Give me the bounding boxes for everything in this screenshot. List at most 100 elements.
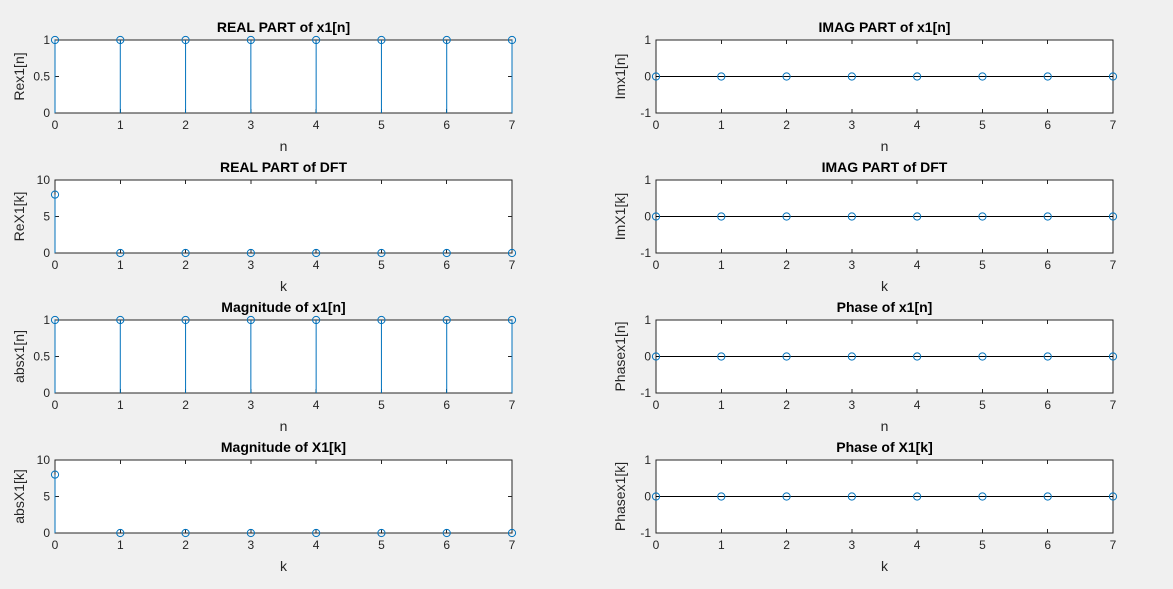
y-tick-label: 0 xyxy=(644,350,651,364)
x-tick-label: 5 xyxy=(378,118,385,132)
stem-marker xyxy=(312,315,321,325)
x-tick-label: 0 xyxy=(653,398,660,412)
stem-marker xyxy=(50,35,60,45)
x-tick-label: 0 xyxy=(653,118,660,132)
stem-marker xyxy=(507,528,517,538)
y-tick-label: 0 xyxy=(43,386,50,400)
stem-marker xyxy=(1043,72,1052,81)
axes-box xyxy=(54,179,513,254)
x-tick-label: 4 xyxy=(914,258,921,272)
x-tick-label: 0 xyxy=(52,398,59,412)
x-tick-label: 4 xyxy=(914,538,921,552)
y-tick-label: 1 xyxy=(644,173,651,187)
chart-title: REAL PART of DFT xyxy=(220,159,347,175)
x-tick-label: 2 xyxy=(783,538,790,552)
stem-marker xyxy=(312,35,321,45)
y-axis-label: Phasex1[n] xyxy=(612,321,628,391)
stem-marker xyxy=(651,352,661,361)
y-tick-label: 0 xyxy=(644,490,651,504)
stem-marker xyxy=(847,492,856,501)
x-tick-label: 6 xyxy=(1044,258,1051,272)
stem-marker xyxy=(246,35,255,45)
y-axis-label: Rex1[n] xyxy=(11,52,27,100)
x-tick-label: 2 xyxy=(783,398,790,412)
y-axis-label: absX1[k] xyxy=(11,469,27,523)
stem-marker xyxy=(50,470,60,479)
chart-title: Phase of X1[k] xyxy=(836,439,932,455)
y-tick-label: 0 xyxy=(43,246,50,260)
x-tick-label: 1 xyxy=(117,538,124,552)
x-tick-label: 4 xyxy=(313,118,320,132)
x-tick-label: 5 xyxy=(378,538,385,552)
stem-marker xyxy=(507,248,517,258)
y-axis-label: ImX1[k] xyxy=(612,193,628,240)
stem-marker xyxy=(116,528,125,538)
chart-title: REAL PART of x1[n] xyxy=(217,19,350,35)
stem-marker xyxy=(181,315,190,325)
x-tick-label: 5 xyxy=(979,398,986,412)
stem-marker xyxy=(651,492,661,501)
x-tick-label: 5 xyxy=(979,538,986,552)
y-tick-label: 10 xyxy=(37,173,51,187)
x-tick-label: 6 xyxy=(1044,538,1051,552)
stem-marker xyxy=(978,352,987,361)
stem-marker xyxy=(116,315,125,325)
stem-marker xyxy=(377,35,386,45)
x-tick-label: 7 xyxy=(1110,398,1117,412)
stem-marker xyxy=(116,35,125,45)
stem-marker xyxy=(717,352,726,361)
x-tick-label: 2 xyxy=(182,118,189,132)
y-tick-label: 0 xyxy=(43,526,50,540)
chart-title: IMAG PART of x1[n] xyxy=(819,19,951,35)
x-tick-label: 3 xyxy=(849,538,856,552)
x-tick-label: 7 xyxy=(509,258,516,272)
x-axis-label: n xyxy=(280,138,288,154)
x-tick-label: 6 xyxy=(443,118,450,132)
x-tick-label: 6 xyxy=(443,538,450,552)
axes-box xyxy=(54,319,513,394)
x-tick-label: 2 xyxy=(182,398,189,412)
subplot-1: 0 0.5 1 0 1 2 3 4 5 6 7 REAL PART of x1[n] n Rex1[n] xyxy=(11,19,517,154)
stem-marker xyxy=(978,212,987,221)
y-tick-label: 0 xyxy=(644,70,651,84)
stem-marker xyxy=(913,352,922,361)
x-tick-label: 5 xyxy=(378,258,385,272)
x-tick-label: 1 xyxy=(117,118,124,132)
x-axis-label: k xyxy=(881,278,889,294)
x-tick-label: 5 xyxy=(979,258,986,272)
stem-marker xyxy=(442,248,451,258)
stem-marker xyxy=(717,212,726,221)
x-axis-label: n xyxy=(881,138,889,154)
x-tick-label: 3 xyxy=(248,258,255,272)
stem-marker xyxy=(246,315,255,325)
x-tick-label: 0 xyxy=(52,538,59,552)
y-axis-label: ReX1[k] xyxy=(11,192,27,242)
x-tick-label: 3 xyxy=(248,538,255,552)
stem-marker xyxy=(1108,492,1118,501)
x-tick-label: 5 xyxy=(979,118,986,132)
x-tick-label: 1 xyxy=(718,398,725,412)
stem-marker xyxy=(978,492,987,501)
stem-marker xyxy=(377,528,386,538)
chart-title: Magnitude of X1[k] xyxy=(221,439,346,455)
stem-marker xyxy=(507,35,517,45)
y-tick-label: 0.5 xyxy=(33,70,50,84)
x-tick-label: 0 xyxy=(653,538,660,552)
stem-marker xyxy=(442,35,451,45)
stem-marker xyxy=(913,492,922,501)
y-tick-label: 5 xyxy=(43,490,50,504)
stem-marker xyxy=(507,315,517,325)
stem-marker xyxy=(782,72,791,81)
x-axis-label: k xyxy=(881,558,889,574)
x-tick-label: 6 xyxy=(443,258,450,272)
stem-marker xyxy=(312,248,321,258)
x-axis-label: n xyxy=(280,418,288,434)
x-tick-label: 6 xyxy=(443,398,450,412)
y-axis-label: Imx1[n] xyxy=(612,54,628,100)
x-tick-label: 3 xyxy=(849,118,856,132)
